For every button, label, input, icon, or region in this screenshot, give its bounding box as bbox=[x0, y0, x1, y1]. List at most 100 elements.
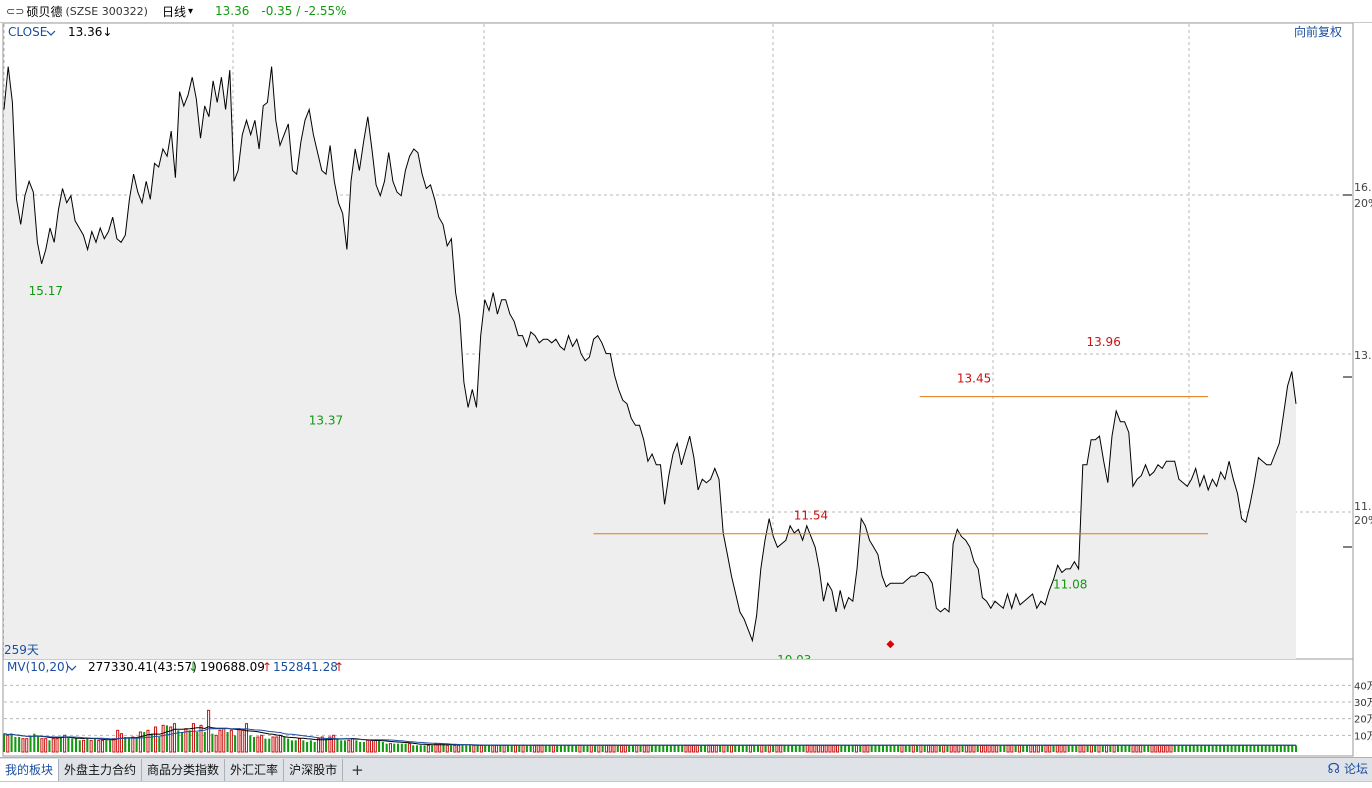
volume-bar bbox=[499, 745, 501, 752]
price-chart[interactable]: 18.5015.1713.3711.5410.0313.4511.0813.96… bbox=[0, 23, 1372, 659]
volume-bar bbox=[60, 737, 62, 752]
period-dropdown[interactable]: 日线 ▾ bbox=[162, 3, 193, 20]
stock-name: 硕贝德 bbox=[26, 3, 62, 20]
right-axis-label: 11. bbox=[1354, 500, 1372, 513]
volume-bar bbox=[590, 745, 592, 752]
volume-bar bbox=[1049, 745, 1051, 752]
period-label: 日线 bbox=[162, 3, 186, 20]
volume-bar bbox=[1090, 745, 1092, 752]
volume-bar bbox=[204, 732, 206, 752]
volume-bar bbox=[708, 745, 710, 752]
volume-bar bbox=[317, 739, 319, 752]
volume-bar bbox=[355, 740, 357, 752]
volume-bar bbox=[507, 745, 509, 752]
volume-bar bbox=[1200, 745, 1202, 752]
volume-bar bbox=[264, 739, 266, 752]
volume-bar bbox=[147, 730, 149, 752]
right-axis-label: 13. bbox=[1354, 349, 1372, 362]
volume-bar bbox=[1052, 745, 1054, 752]
volume-bar bbox=[602, 745, 604, 752]
volume-bar bbox=[837, 745, 839, 752]
volume-bar bbox=[533, 745, 535, 752]
volume-bar bbox=[393, 744, 395, 752]
volume-bar bbox=[1083, 745, 1085, 752]
volume-bar bbox=[787, 745, 789, 752]
volume-bar bbox=[1106, 745, 1108, 752]
volume-bar bbox=[1003, 745, 1005, 752]
volume-bar bbox=[848, 745, 850, 752]
volume-bar bbox=[647, 745, 649, 752]
add-tab-button[interactable]: + bbox=[343, 759, 372, 781]
volume-bar bbox=[780, 745, 782, 752]
peak-label: 13.37 bbox=[309, 413, 343, 427]
volume-bar bbox=[249, 735, 251, 752]
volume-bar bbox=[890, 745, 892, 752]
volume-bar bbox=[1166, 745, 1168, 752]
volume-bar bbox=[522, 745, 524, 752]
volume-bar bbox=[768, 745, 770, 752]
series-selector[interactable]: CLOSE bbox=[8, 25, 47, 39]
forum-label: 论坛 bbox=[1344, 758, 1368, 780]
volume-bar bbox=[1223, 745, 1225, 752]
volume-bar bbox=[302, 740, 304, 752]
volume-bar bbox=[537, 745, 539, 752]
volume-axis-label: 40万 bbox=[1354, 681, 1372, 692]
volume-bar bbox=[670, 745, 672, 752]
volume-bar bbox=[1121, 745, 1123, 752]
last-price: 13.36 bbox=[215, 4, 249, 18]
volume-bar bbox=[450, 745, 452, 752]
volume-bar bbox=[840, 745, 842, 752]
volume-bar bbox=[454, 745, 456, 752]
indicator-selector[interactable]: MV(10,20) bbox=[7, 660, 69, 674]
link-icon[interactable]: ⊂⊃ bbox=[6, 5, 24, 18]
volume-bar bbox=[90, 740, 92, 752]
volume-bar bbox=[420, 745, 422, 752]
volume-bar bbox=[261, 735, 263, 752]
volume-bar bbox=[52, 739, 54, 752]
chevron-down-icon: ▾ bbox=[188, 6, 193, 17]
volume-bar bbox=[234, 735, 236, 752]
adjust-mode-button[interactable]: 向前复权 bbox=[1294, 24, 1342, 39]
volume-bar bbox=[738, 745, 740, 752]
headset-icon: ☊ bbox=[1328, 758, 1340, 780]
volume-bar bbox=[556, 745, 558, 752]
volume-bar bbox=[1102, 745, 1104, 752]
volume-bar bbox=[1238, 745, 1240, 752]
volume-bar bbox=[999, 745, 1001, 752]
volume-bar bbox=[1155, 745, 1157, 752]
volume-bar bbox=[855, 745, 857, 752]
tab-forex[interactable]: 外汇汇率 bbox=[225, 759, 284, 781]
tab-sh-sz-market[interactable]: 沪深股市 bbox=[284, 759, 343, 781]
volume-bar bbox=[408, 744, 410, 752]
volume-bar bbox=[1231, 745, 1233, 752]
tab-foreign-futures[interactable]: 外盘主力合约 bbox=[59, 759, 142, 781]
tab-commodity-index[interactable]: 商品分类指数 bbox=[142, 759, 225, 781]
volume-bar bbox=[693, 745, 695, 752]
volume-bar bbox=[340, 740, 342, 752]
volume-bar bbox=[79, 740, 81, 752]
volume-bar bbox=[105, 740, 107, 752]
volume-bar bbox=[473, 745, 475, 752]
volume-bar bbox=[878, 745, 880, 752]
volume-bar bbox=[916, 745, 918, 752]
volume-bar bbox=[1041, 745, 1043, 752]
volume-bar bbox=[1159, 745, 1161, 752]
volume-bar bbox=[67, 737, 69, 752]
volume-bar bbox=[908, 745, 910, 752]
forum-button[interactable]: ☊ 论坛 bbox=[1328, 758, 1368, 780]
volume-bar bbox=[276, 737, 278, 752]
volume-bar bbox=[173, 724, 175, 752]
volume-bar bbox=[1132, 745, 1134, 752]
right-axis-label: 20% bbox=[1354, 197, 1372, 210]
volume-bar bbox=[446, 745, 448, 752]
volume-bar bbox=[458, 745, 460, 752]
volume-bar bbox=[26, 739, 28, 752]
volume-bar bbox=[1064, 745, 1066, 752]
volume-chart[interactable]: 40万30万20万10万MV(10,20)277330.41(43:57)↓19… bbox=[0, 659, 1372, 757]
volume-bar bbox=[639, 745, 641, 752]
ma10-arrow: ↑ bbox=[262, 660, 272, 674]
volume-bar bbox=[143, 732, 145, 752]
volume-bar bbox=[344, 740, 346, 752]
volume-bar bbox=[655, 745, 657, 752]
tab-my-sectors[interactable]: 我的板块 bbox=[0, 759, 59, 781]
